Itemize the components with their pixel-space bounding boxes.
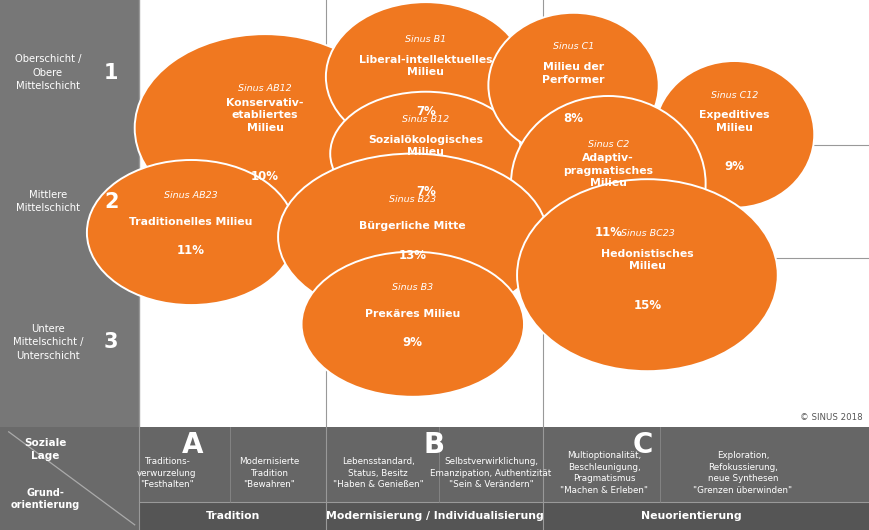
Ellipse shape	[330, 92, 521, 216]
Text: 8%: 8%	[563, 112, 584, 125]
Text: Liberal-intellektuelles
Milieu: Liberal-intellektuelles Milieu	[359, 55, 493, 77]
Text: Sinus B3: Sinus B3	[392, 282, 434, 292]
Text: 7%: 7%	[416, 184, 435, 198]
Text: Tradition: Tradition	[206, 511, 260, 521]
Text: Sinus AB23: Sinus AB23	[164, 191, 218, 200]
Text: Sinus AB12: Sinus AB12	[238, 84, 292, 93]
Text: 11%: 11%	[594, 226, 622, 238]
Text: Sinus C12: Sinus C12	[711, 91, 758, 100]
Ellipse shape	[302, 252, 524, 397]
Text: Modernisierte
Tradition
"Bewahren": Modernisierte Tradition "Bewahren"	[239, 457, 300, 489]
Text: C: C	[633, 431, 653, 460]
Text: Grund-
orientierung: Grund- orientierung	[10, 488, 80, 510]
Text: 3: 3	[104, 332, 118, 352]
Ellipse shape	[326, 2, 526, 152]
Text: 7%: 7%	[416, 105, 435, 118]
Text: Untere
Mittelschicht /
Unterschicht: Untere Mittelschicht / Unterschicht	[12, 324, 83, 360]
Text: Sinus B12: Sinus B12	[402, 115, 449, 124]
Text: 10%: 10%	[251, 170, 279, 183]
Text: B: B	[424, 431, 445, 460]
Text: Adaptiv-
pragmatisches
Milieu: Adaptiv- pragmatisches Milieu	[563, 153, 653, 188]
Text: Sinus B23: Sinus B23	[389, 195, 436, 204]
Text: Exploration,
Refokussierung,
neue Synthesen
"Grenzen überwinden": Exploration, Refokussierung, neue Synthe…	[693, 452, 793, 495]
Text: Sinus C2: Sinus C2	[587, 140, 629, 149]
Text: Modernisierung / Individualisierung: Modernisierung / Individualisierung	[326, 511, 543, 521]
Ellipse shape	[511, 96, 706, 271]
Text: Milieu der
Performer: Milieu der Performer	[542, 62, 605, 85]
Ellipse shape	[488, 13, 659, 158]
Text: Hedonistisches
Milieu: Hedonistisches Milieu	[601, 249, 693, 271]
Text: Traditionelles Milieu: Traditionelles Milieu	[129, 217, 253, 227]
Text: 2: 2	[104, 191, 118, 211]
Text: Oberschicht /
Obere
Mittelschicht: Oberschicht / Obere Mittelschicht	[15, 55, 81, 91]
Bar	[139, 502, 869, 530]
Text: Soziale
Lage: Soziale Lage	[24, 438, 66, 461]
Text: 15%: 15%	[634, 299, 661, 312]
Text: 13%: 13%	[399, 249, 427, 262]
Text: Sinus B1: Sinus B1	[405, 35, 447, 44]
Text: 11%: 11%	[177, 244, 205, 258]
Text: Neuorientierung: Neuorientierung	[640, 511, 741, 521]
Text: A: A	[182, 431, 203, 460]
Ellipse shape	[654, 61, 814, 208]
Ellipse shape	[135, 34, 395, 222]
Text: Expeditives
Milieu: Expeditives Milieu	[699, 110, 770, 133]
Text: 9%: 9%	[724, 160, 745, 173]
Text: 1: 1	[104, 63, 118, 83]
Bar	[0, 427, 139, 530]
Text: Selbstverwirklichung,
Emanzipation, Authentizität
"Sein & Verändern": Selbstverwirklichung, Emanzipation, Auth…	[430, 457, 552, 489]
Ellipse shape	[87, 160, 295, 305]
Bar	[139, 0, 869, 427]
Text: Prекäres Milieu: Prекäres Milieu	[365, 308, 461, 319]
Text: Sozialökologisches
Milieu: Sozialökologisches Milieu	[368, 135, 483, 157]
Text: Sinus C1: Sinus C1	[553, 42, 594, 51]
Text: Sinus BC23: Sinus BC23	[620, 229, 674, 239]
Text: Bürgerliche Mitte: Bürgerliche Mitte	[360, 221, 466, 231]
Text: Traditions-
verwurzelung
"Festhalten": Traditions- verwurzelung "Festhalten"	[137, 457, 196, 489]
Text: Lebensstandard,
Status, Besitz
"Haben & Genießen": Lebensstandard, Status, Besitz "Haben & …	[333, 457, 423, 489]
Text: 9%: 9%	[402, 336, 423, 349]
Text: Mittlere
Mittelschicht: Mittlere Mittelschicht	[16, 190, 80, 213]
Ellipse shape	[278, 154, 547, 320]
Bar	[0, 0, 139, 427]
Text: © SINUS 2018: © SINUS 2018	[800, 412, 863, 421]
Ellipse shape	[517, 179, 778, 371]
Text: Konservativ-
etabliertes
Milieu: Konservativ- etabliertes Milieu	[226, 98, 304, 132]
Text: Multioptionalität,
Beschleunigung,
Pragmatismus
"Machen & Erleben": Multioptionalität, Beschleunigung, Pragm…	[560, 452, 648, 495]
